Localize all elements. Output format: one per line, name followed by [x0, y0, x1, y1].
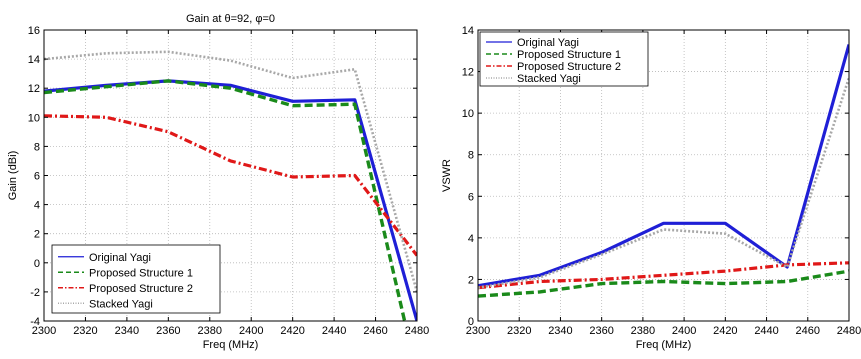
x-tick-label: 2480: [837, 325, 861, 337]
y-tick-label: 4: [468, 233, 474, 245]
vswr-chart: 2300 2320 2340 2360 2380 2400 2420 2440 2460 2480…: [441, 25, 861, 351]
legend-box: [479, 31, 649, 87]
y-tick-label: -4: [30, 316, 40, 328]
y-tick-label: 8: [34, 141, 40, 153]
series-line-proposed-structure-1: [478, 269, 849, 298]
y-tick-label: 2: [34, 229, 40, 241]
x-tick-label: 2400: [672, 325, 696, 337]
x-tick-label: 2420: [280, 325, 304, 337]
x-axis-label: Freq (MHz): [636, 339, 692, 351]
y-tick-label: 14: [462, 25, 474, 37]
y-tick-label: 16: [28, 25, 40, 37]
x-tick-label: 2460: [796, 325, 820, 337]
x-tick-label: 2300: [466, 325, 490, 337]
legend-label: Proposed Structure 1: [517, 49, 621, 61]
y-tick-label: 2: [468, 274, 474, 286]
x-tick-label: 2420: [713, 325, 737, 337]
y-tick-label: 0: [468, 316, 474, 328]
legend-label: Original Yagi: [517, 37, 579, 49]
x-tick-label: 2440: [322, 325, 346, 337]
legend-label: Stacked Yagi: [517, 73, 581, 85]
x-tick-label: 2340: [115, 325, 139, 337]
x-tick-label: 2380: [198, 325, 222, 337]
y-tick-label: 12: [462, 67, 474, 79]
legend-label: Original Yagi: [89, 252, 151, 264]
x-tick-label: 2300: [32, 325, 56, 337]
x-tick-label: 2440: [754, 325, 778, 337]
y-tick-label: 0: [34, 258, 40, 270]
y-tick-label: -2: [30, 287, 40, 299]
y-axis-label: VSWR: [441, 159, 453, 192]
x-tick-label: 2400: [239, 325, 263, 337]
x-axis-label: Freq (MHz): [203, 339, 259, 351]
x-tick-label: 2320: [73, 325, 97, 337]
y-axis-label: Gain (dBi): [7, 151, 19, 201]
y-tick-label: 12: [28, 83, 40, 95]
y-tick-label: 6: [34, 171, 40, 183]
legend: Original Yagi Proposed Structure 1 Propose…: [51, 244, 221, 314]
y-tick-label: 10: [462, 108, 474, 120]
y-tick-label: 8: [468, 150, 474, 162]
legend-label: Stacked Yagi: [89, 298, 153, 310]
axes-frame: [477, 29, 850, 322]
x-tick-label: 2340: [548, 325, 572, 337]
x-tick-label: 2320: [507, 325, 531, 337]
legend-label: Proposed Structure 1: [89, 267, 193, 279]
gain-chart: 2300 2320 2340 2360 2380 2400 2420 2440 2460 2480…: [7, 13, 429, 351]
x-tick-label: 2360: [589, 325, 613, 337]
x-tick-label: 2380: [631, 325, 655, 337]
x-tick-label: 2360: [156, 325, 180, 337]
x-tick-label: 2460: [363, 325, 387, 337]
series-line-proposed-structure-2: [44, 114, 417, 257]
x-tick-label: 2480: [405, 325, 429, 337]
chart-title: Gain at θ=92, φ=0: [186, 13, 275, 25]
y-tick-label: 10: [28, 112, 40, 124]
series-line-proposed-structure-1: [44, 79, 407, 321]
y-tick-label: 6: [468, 191, 474, 203]
legend-label: Proposed Structure 2: [517, 61, 621, 73]
legend-label: Proposed Structure 2: [89, 283, 193, 295]
y-tick-label: 4: [34, 200, 40, 212]
series-line-original-yagi: [478, 44, 849, 288]
y-tick-label: 14: [28, 54, 40, 66]
